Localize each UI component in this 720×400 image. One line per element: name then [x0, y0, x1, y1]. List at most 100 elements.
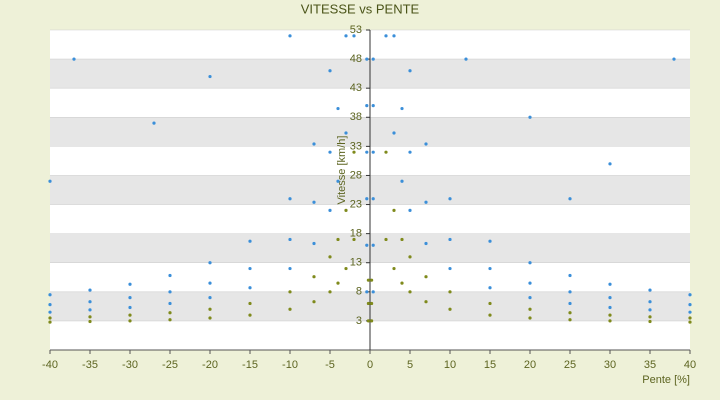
- data-point: [371, 290, 375, 294]
- data-point: [208, 281, 212, 285]
- data-point: [248, 266, 252, 271]
- data-point: [48, 316, 52, 320]
- data-point: [384, 34, 388, 38]
- data-point: [208, 307, 212, 311]
- x-tick-label: 15: [484, 359, 496, 371]
- data-point: [424, 275, 428, 279]
- x-tick-label: -30: [122, 359, 138, 371]
- data-point: [288, 307, 292, 311]
- data-point: [384, 237, 388, 242]
- x-tick-label: -25: [162, 359, 178, 371]
- data-point: [128, 305, 132, 310]
- data-point: [392, 34, 396, 38]
- data-point: [688, 293, 692, 297]
- x-tick-label: -20: [202, 359, 218, 371]
- data-point: [208, 296, 212, 300]
- data-point: [336, 179, 340, 183]
- data-point: [88, 288, 92, 292]
- data-point: [488, 266, 492, 271]
- data-point: [352, 150, 356, 154]
- data-point: [366, 278, 370, 282]
- data-point: [400, 106, 404, 111]
- y-tick-label: 18: [350, 228, 362, 240]
- data-point: [488, 286, 492, 290]
- data-point: [168, 311, 172, 315]
- data-point: [128, 282, 132, 286]
- data-point: [688, 320, 692, 324]
- data-point: [208, 261, 212, 265]
- data-point: [365, 57, 369, 61]
- data-point: [48, 303, 52, 307]
- data-point: [608, 313, 612, 317]
- x-tick-label: -35: [82, 359, 98, 371]
- data-point: [384, 150, 388, 154]
- data-point: [448, 290, 452, 294]
- data-point: [371, 243, 375, 247]
- data-point: [568, 301, 572, 306]
- data-point: [400, 281, 404, 285]
- data-point: [370, 301, 374, 306]
- data-point: [168, 290, 172, 294]
- data-point: [648, 288, 652, 292]
- data-point: [288, 237, 292, 242]
- data-point: [371, 197, 375, 201]
- data-point: [312, 142, 316, 146]
- data-point: [312, 300, 316, 304]
- data-point: [48, 179, 52, 183]
- data-point: [168, 318, 172, 322]
- data-point: [152, 121, 156, 125]
- data-point: [648, 300, 652, 304]
- data-point: [672, 57, 676, 61]
- data-point: [328, 208, 332, 212]
- data-point: [336, 106, 340, 111]
- data-point: [248, 239, 252, 243]
- data-point: [366, 319, 370, 323]
- data-point: [608, 162, 612, 166]
- y-tick-label: 13: [350, 257, 362, 269]
- data-point: [568, 273, 572, 278]
- y-axis-label: Vitesse [km/h]: [336, 136, 348, 205]
- data-point: [248, 286, 252, 290]
- data-point: [336, 237, 340, 242]
- data-point: [328, 69, 332, 73]
- data-point: [365, 197, 369, 201]
- data-point: [328, 255, 332, 259]
- data-point: [365, 243, 369, 247]
- data-point: [168, 301, 172, 306]
- data-point: [648, 308, 652, 312]
- x-tick-label: -15: [242, 359, 258, 371]
- data-point: [128, 319, 132, 323]
- x-tick-label: 0: [367, 359, 373, 371]
- data-point: [408, 150, 412, 154]
- x-tick-label: 10: [444, 359, 456, 371]
- data-point: [288, 197, 292, 201]
- data-point: [608, 296, 612, 300]
- data-point: [528, 281, 532, 285]
- y-tick-label: 53: [350, 24, 362, 36]
- data-point: [88, 315, 92, 319]
- data-point: [424, 200, 428, 204]
- data-point: [371, 57, 375, 61]
- data-point: [371, 104, 375, 108]
- x-tick-label: 30: [604, 359, 616, 371]
- y-tick-label: 38: [350, 111, 362, 123]
- data-point: [448, 197, 452, 201]
- data-point: [568, 290, 572, 294]
- data-point: [424, 241, 428, 246]
- data-point: [688, 303, 692, 307]
- data-point: [88, 300, 92, 304]
- data-point: [488, 239, 492, 243]
- data-point: [568, 197, 572, 201]
- data-point: [448, 266, 452, 271]
- y-tick-label: 43: [350, 82, 362, 94]
- x-tick-label: 35: [644, 359, 656, 371]
- data-point: [528, 115, 532, 119]
- data-point: [528, 307, 532, 311]
- x-axis-label: Pente [%]: [642, 374, 690, 386]
- data-point: [128, 313, 132, 317]
- y-tick-label: 23: [350, 198, 362, 210]
- data-point: [352, 237, 356, 242]
- data-point: [568, 311, 572, 315]
- data-point: [365, 150, 369, 154]
